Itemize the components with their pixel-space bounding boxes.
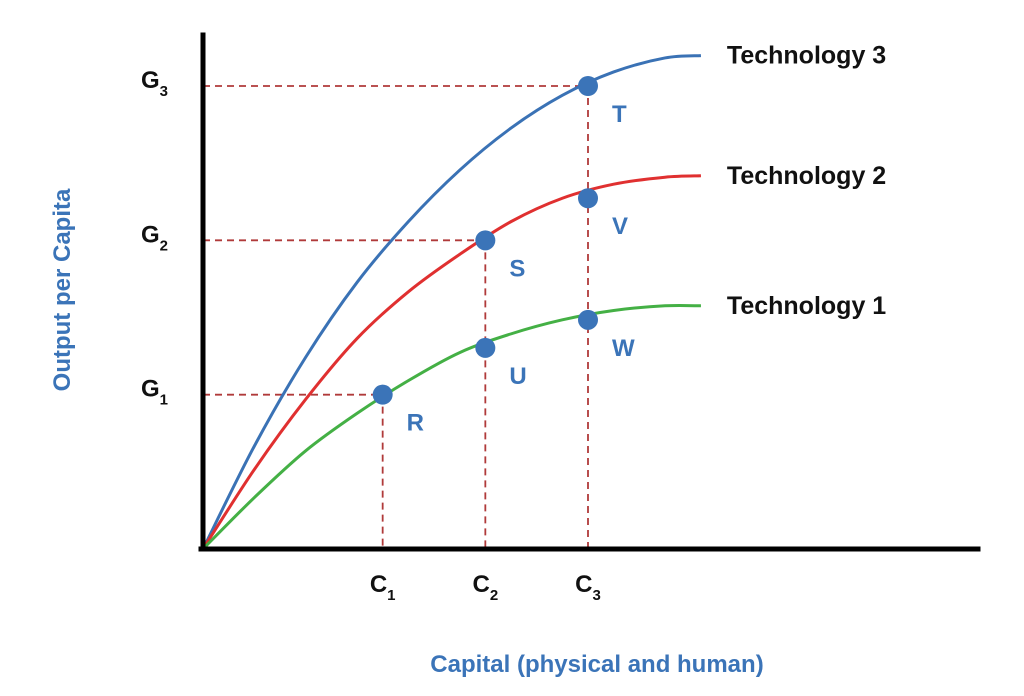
labels: Technology 3 Technology 2 Technology 1 R U S W… [141, 42, 886, 604]
point-u [475, 337, 496, 358]
point-label-u: U [509, 363, 526, 390]
guide-lines [203, 85, 589, 549]
x-tick-label-2: C2 [472, 571, 498, 604]
y-tick-label-3: G3 [141, 67, 168, 100]
x-axis-title: Capital (physical and human) [430, 651, 763, 678]
point-w [578, 309, 598, 330]
y-tick-label-1: G1 [141, 376, 168, 409]
point-label-t: T [612, 101, 627, 128]
series-line-technology-3 [201, 54, 702, 550]
point-label-s: S [509, 255, 525, 282]
x-tick-label-1: C1 [370, 571, 396, 604]
series-line-technology-2 [201, 174, 701, 550]
point-t [578, 76, 598, 96]
series-label-technology-1: Technology 1 [727, 292, 886, 320]
data-points [372, 76, 598, 405]
y-tick-label-2: G2 [141, 221, 168, 254]
x-tick-label-3: C3 [575, 571, 601, 604]
point-r [372, 384, 393, 405]
point-label-r: R [407, 410, 424, 437]
series-line-technology-1 [201, 303, 701, 551]
point-label-v: V [612, 213, 628, 240]
point-label-w: W [612, 335, 635, 362]
point-v [578, 188, 598, 209]
axes [198, 32, 981, 552]
series-label-technology-3: Technology 3 [727, 42, 886, 70]
series-label-technology-2: Technology 2 [727, 162, 886, 190]
y-axis-title: Output per Capita [49, 188, 76, 391]
series-lines [201, 54, 702, 551]
point-s [475, 230, 496, 251]
